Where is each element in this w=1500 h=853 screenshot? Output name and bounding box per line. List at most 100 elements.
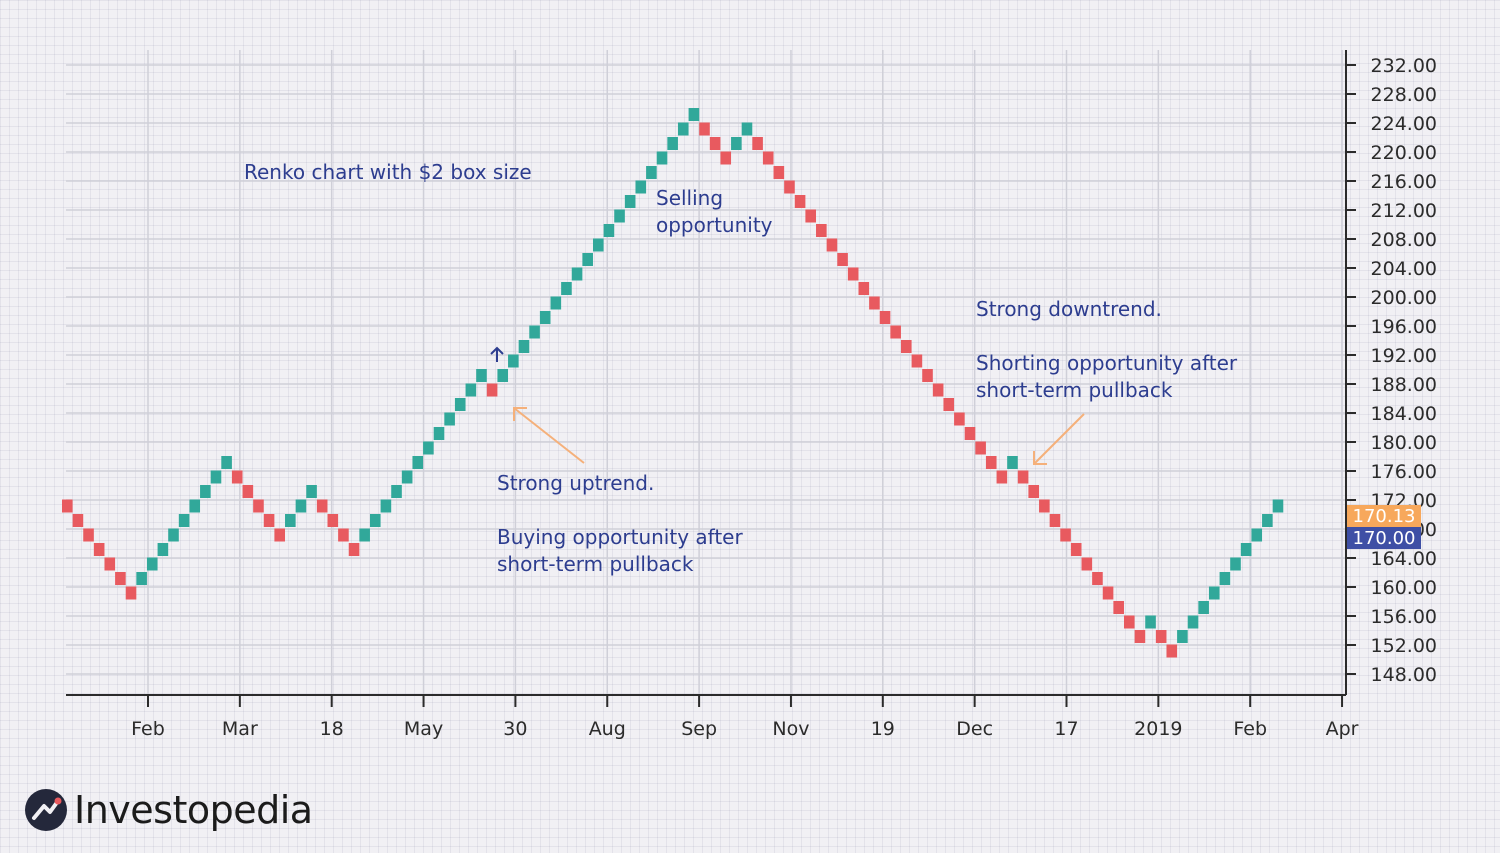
y-tick-label: 204.00 bbox=[1371, 258, 1437, 280]
y-tick-label: 164.00 bbox=[1371, 548, 1437, 570]
y-tick-label: 228.00 bbox=[1371, 84, 1437, 106]
renko-brick-up bbox=[561, 282, 572, 295]
renko-brick-down bbox=[911, 354, 923, 368]
renko-brick-down bbox=[1092, 572, 1103, 585]
renko-brick-up bbox=[593, 238, 604, 252]
renko-brick-down bbox=[242, 485, 254, 498]
renko-brick-up bbox=[1198, 601, 1209, 614]
renko-brick-up bbox=[1251, 528, 1263, 542]
renko-brick-down bbox=[1070, 543, 1082, 556]
renko-brick-down bbox=[1113, 601, 1124, 614]
renko-brick-down bbox=[869, 296, 880, 310]
renko-brick-down bbox=[932, 383, 944, 397]
x-tick-label: 18 bbox=[320, 718, 344, 740]
renko-brick-up bbox=[200, 485, 211, 498]
renko-brick-up bbox=[550, 296, 562, 310]
renko-brick-up bbox=[178, 514, 190, 527]
renko-brick-up bbox=[688, 108, 700, 121]
x-tick-label: Aug bbox=[589, 718, 626, 740]
renko-brick-up bbox=[189, 499, 201, 513]
x-tick-label: Nov bbox=[772, 718, 809, 740]
y-tick-label: 156.00 bbox=[1371, 606, 1437, 628]
renko-brick-down bbox=[1060, 528, 1071, 542]
renko-brick-down bbox=[1028, 485, 1040, 498]
renko-brick-up bbox=[295, 499, 307, 513]
annotation-selling-line1: Selling bbox=[656, 186, 723, 210]
renko-brick-down bbox=[1049, 514, 1061, 527]
renko-brick-down bbox=[348, 543, 360, 556]
current-box-tag: 170.00 bbox=[1347, 527, 1421, 549]
renko-brick-down bbox=[985, 456, 997, 469]
renko-brick-up bbox=[1240, 543, 1252, 556]
x-tick-label: May bbox=[404, 718, 443, 740]
grid-lines bbox=[66, 50, 1346, 695]
renko-brick-up bbox=[646, 166, 657, 179]
renko-brick-down bbox=[125, 586, 137, 600]
renko-brick-down bbox=[1124, 615, 1135, 629]
renko-brick-up bbox=[1262, 514, 1273, 527]
investopedia-logo: Investopedia bbox=[24, 788, 313, 832]
last-price-tag: 170.13 bbox=[1347, 505, 1421, 527]
renko-brick-up bbox=[518, 340, 530, 353]
x-tick-label: Apr bbox=[1326, 718, 1359, 740]
renko-brick-up bbox=[454, 398, 466, 411]
renko-brick-down bbox=[879, 311, 891, 324]
y-tick-label: 160.00 bbox=[1371, 577, 1437, 599]
short-arrow-icon bbox=[1033, 413, 1085, 465]
y-tick-label: 188.00 bbox=[1371, 374, 1437, 396]
renko-brick-up bbox=[571, 267, 583, 281]
renko-brick-down bbox=[316, 499, 328, 513]
renko-brick-down bbox=[274, 528, 285, 542]
y-tick-label: 208.00 bbox=[1371, 229, 1437, 251]
renko-brick-down bbox=[338, 528, 349, 542]
renko-brick-up bbox=[529, 325, 540, 339]
renko-brick-up bbox=[582, 253, 593, 266]
renko-brick-up bbox=[677, 122, 689, 136]
renko-brick-down bbox=[762, 151, 774, 165]
renko-brick-down bbox=[964, 427, 976, 440]
renko-brick-up bbox=[423, 441, 434, 455]
renko-brick-down bbox=[231, 470, 243, 484]
renko-brick-up bbox=[444, 412, 455, 426]
x-tick-label: 2019 bbox=[1134, 718, 1182, 740]
renko-brick-down bbox=[890, 325, 901, 339]
renko-brick-up bbox=[508, 354, 519, 368]
renko-brick-up bbox=[168, 528, 179, 542]
renko-brick-down bbox=[922, 369, 933, 382]
renko-brick-up bbox=[136, 572, 147, 585]
renko-brick-up bbox=[433, 427, 445, 440]
renko-brick-down bbox=[263, 514, 275, 527]
y-tick-label: 212.00 bbox=[1371, 200, 1437, 222]
renko-brick-up bbox=[465, 383, 477, 397]
renko-brick-down bbox=[996, 470, 1008, 484]
renko-brick-up bbox=[1219, 572, 1231, 585]
annotation-buying-line2: short-term pullback bbox=[497, 552, 694, 576]
renko-brick-up bbox=[306, 485, 317, 498]
y-tick-label: 148.00 bbox=[1371, 664, 1437, 686]
renko-brick-down bbox=[837, 253, 848, 266]
renko-brick-down bbox=[72, 514, 84, 527]
renko-brick-up bbox=[1272, 499, 1284, 513]
x-tick-label: 19 bbox=[871, 718, 895, 740]
y-tick-label: 200.00 bbox=[1371, 287, 1437, 309]
renko-brick-down bbox=[954, 412, 965, 426]
renko-brick-down bbox=[83, 528, 94, 542]
renko-brick-down bbox=[115, 572, 126, 585]
renko-brick-down bbox=[975, 441, 986, 455]
x-tick-label: Feb bbox=[1233, 718, 1267, 740]
renko-brick-down bbox=[773, 166, 785, 179]
renko-brick-up bbox=[603, 224, 615, 237]
y-tick-label: 176.00 bbox=[1371, 461, 1437, 483]
investopedia-logo-icon bbox=[25, 789, 67, 831]
x-axis-ticks: Feb Mar 18 May 30 Aug Sep Nov 19 Dec 17 2019 Feb Apr bbox=[131, 695, 1359, 740]
renko-brick-up bbox=[1145, 615, 1156, 629]
renko-brick-up bbox=[667, 137, 678, 150]
renko-brick-down bbox=[62, 499, 73, 513]
renko-brick-up bbox=[391, 485, 402, 498]
renko-brick-down bbox=[900, 340, 912, 353]
up-arrow-icon bbox=[490, 346, 504, 362]
renko-brick-up bbox=[1208, 586, 1220, 600]
y-axis-ticks: 232.00 228.00 224.00 220.00 216.00 212.00 208.… bbox=[1346, 55, 1437, 686]
annotation-downtrend: Strong downtrend. bbox=[976, 297, 1162, 321]
